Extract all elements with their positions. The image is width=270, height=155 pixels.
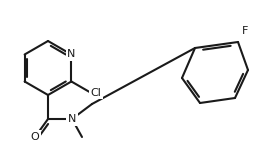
Text: O: O: [31, 132, 39, 142]
Text: N: N: [68, 114, 76, 124]
Text: Cl: Cl: [90, 88, 101, 97]
Text: F: F: [242, 26, 248, 36]
Text: N: N: [67, 49, 76, 60]
